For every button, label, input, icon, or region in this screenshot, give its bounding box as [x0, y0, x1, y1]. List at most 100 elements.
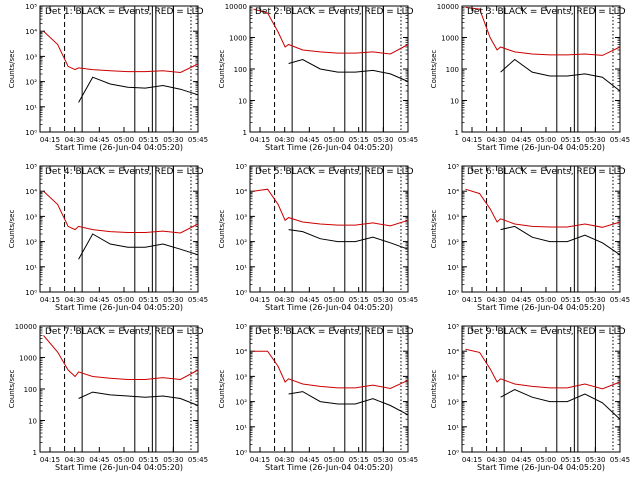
x-tick-label: 05:00	[114, 296, 134, 304]
y-axis-label: Counts/sec	[218, 50, 226, 89]
events-series-line	[500, 389, 621, 420]
x-axis-label: Start Time (26-Jun-04 04:05:20)	[55, 303, 183, 312]
y-tick-label: 10⁴	[235, 188, 247, 196]
y-tick-label: 10	[238, 98, 247, 106]
x-tick-label: 05:00	[324, 296, 344, 304]
x-tick-label: 05:15	[139, 136, 159, 144]
events-series-line	[500, 225, 621, 256]
x-tick-label: 05:45	[188, 456, 208, 464]
panel-title: Det 4: BLACK = Events, RED = LLD	[45, 167, 204, 177]
y-tick-label: 1	[455, 129, 459, 137]
x-tick-label: 04:30	[65, 296, 85, 304]
x-tick-label: 05:00	[324, 136, 344, 144]
x-tick-label: 04:15	[462, 136, 482, 144]
x-tick-label: 04:15	[462, 296, 482, 304]
y-axis-label: Counts/sec	[8, 370, 16, 409]
x-tick-label: 05:15	[561, 456, 581, 464]
y-tick-label: 100	[234, 66, 247, 74]
y-tick-label: 10²	[447, 399, 459, 407]
panel-det-5: 10⁰ 10¹ 10² 10³ 10⁴ 10⁵ 04:15 04:30 04:45 05:00 05…	[218, 163, 418, 312]
x-axis-label: Start Time (26-Jun-04 04:05:20)	[477, 143, 605, 152]
y-tick-label: 10⁵	[447, 323, 459, 331]
x-tick-label: 04:15	[40, 136, 60, 144]
x-tick-label: 05:00	[114, 136, 134, 144]
panel-title: Det 9: BLACK = Events, RED = LLD	[467, 327, 626, 337]
panel-det-4: 10⁰ 10¹ 10² 10³ 10⁴ 10⁵ 04:15 04:30 04:45 05:00 05…	[8, 163, 208, 312]
x-axis-label: Start Time (26-Jun-04 04:05:20)	[55, 463, 183, 472]
lld-series-line	[253, 350, 409, 390]
y-axis-label: Counts/sec	[430, 210, 438, 249]
x-tick-label: 04:45	[299, 456, 319, 464]
y-tick-label: 10³	[235, 373, 247, 381]
y-tick-label: 10¹	[447, 264, 459, 272]
y-tick-label: 10²	[25, 239, 37, 247]
x-axis-label: Start Time (26-Jun-04 04:05:20)	[55, 143, 183, 152]
y-tick-label: 1	[243, 129, 247, 137]
x-tick-label: 05:30	[373, 136, 393, 144]
x-tick-label: 05:15	[139, 456, 159, 464]
y-tick-label: 1	[33, 449, 37, 457]
plot-frame	[249, 165, 409, 293]
panel-title: Det 2: BLACK = Events, RED = LLD	[255, 7, 414, 17]
x-tick-label: 05:00	[536, 136, 556, 144]
lld-series-line	[43, 335, 199, 381]
y-tick-label: 100	[24, 386, 37, 394]
x-tick-label: 05:30	[163, 296, 183, 304]
plot-frame	[461, 325, 621, 453]
y-tick-label: 1000	[229, 35, 247, 43]
x-tick-label: 05:30	[163, 136, 183, 144]
y-tick-label: 10	[28, 418, 37, 426]
y-tick-label: 10¹	[25, 264, 37, 272]
y-tick-label: 10¹	[25, 104, 37, 112]
y-axis-label: Counts/sec	[430, 370, 438, 409]
x-tick-label: 05:30	[585, 296, 605, 304]
x-tick-label: 04:45	[511, 136, 531, 144]
y-tick-label: 100	[446, 66, 459, 74]
x-tick-label: 05:00	[324, 456, 344, 464]
x-tick-label: 04:15	[40, 456, 60, 464]
panel-det-7: 1 10 100 1000 10000 04:15 04:30 04:45 05:00 05:15…	[8, 323, 208, 472]
panel-title: Det 8: BLACK = Events, RED = LLD	[255, 327, 414, 337]
y-tick-label: 10⁵	[235, 323, 247, 331]
x-tick-label: 05:15	[349, 136, 369, 144]
y-tick-label: 1000	[441, 35, 459, 43]
x-tick-label: 04:30	[275, 296, 295, 304]
y-tick-label: 10⁰	[235, 449, 247, 457]
x-axis-label: Start Time (26-Jun-04 04:05:20)	[265, 303, 393, 312]
y-tick-label: 10³	[235, 213, 247, 221]
y-tick-label: 10⁵	[447, 163, 459, 171]
x-tick-label: 04:15	[250, 456, 270, 464]
y-axis-label: Counts/sec	[8, 210, 16, 249]
y-tick-label: 10⁵	[235, 163, 247, 171]
panel-title: Det 5: BLACK = Events, RED = LLD	[255, 167, 414, 177]
x-tick-label: 04:30	[65, 456, 85, 464]
panel-title: Det 7: BLACK = Events, RED = LLD	[45, 327, 204, 337]
y-axis-label: Counts/sec	[218, 370, 226, 409]
panel-det-6: 10⁰ 10¹ 10² 10³ 10⁴ 10⁵ 04:15 04:30 04:45 05:00 05…	[430, 163, 630, 312]
lld-series-line	[43, 190, 199, 234]
y-tick-label: 10⁵	[25, 163, 37, 171]
x-tick-label: 05:45	[398, 456, 418, 464]
x-tick-label: 04:45	[299, 296, 319, 304]
y-tick-label: 10³	[447, 213, 459, 221]
x-tick-label: 05:45	[188, 136, 208, 144]
x-tick-label: 05:30	[163, 456, 183, 464]
x-tick-label: 04:30	[65, 136, 85, 144]
x-tick-label: 05:30	[373, 296, 393, 304]
plot-frame	[39, 325, 199, 453]
y-tick-label: 10⁴	[25, 188, 37, 196]
x-tick-label: 04:45	[89, 456, 109, 464]
x-tick-label: 05:15	[561, 296, 581, 304]
plot-frame	[461, 165, 621, 293]
y-tick-label: 10000	[437, 3, 459, 11]
y-tick-label: 10⁰	[25, 289, 37, 297]
x-tick-label: 05:30	[585, 136, 605, 144]
x-tick-label: 05:00	[536, 296, 556, 304]
x-tick-label: 05:45	[398, 136, 418, 144]
x-tick-label: 05:15	[349, 456, 369, 464]
x-tick-label: 04:30	[275, 136, 295, 144]
x-tick-label: 04:45	[299, 136, 319, 144]
x-tick-label: 04:45	[511, 456, 531, 464]
events-series-line	[288, 229, 409, 250]
